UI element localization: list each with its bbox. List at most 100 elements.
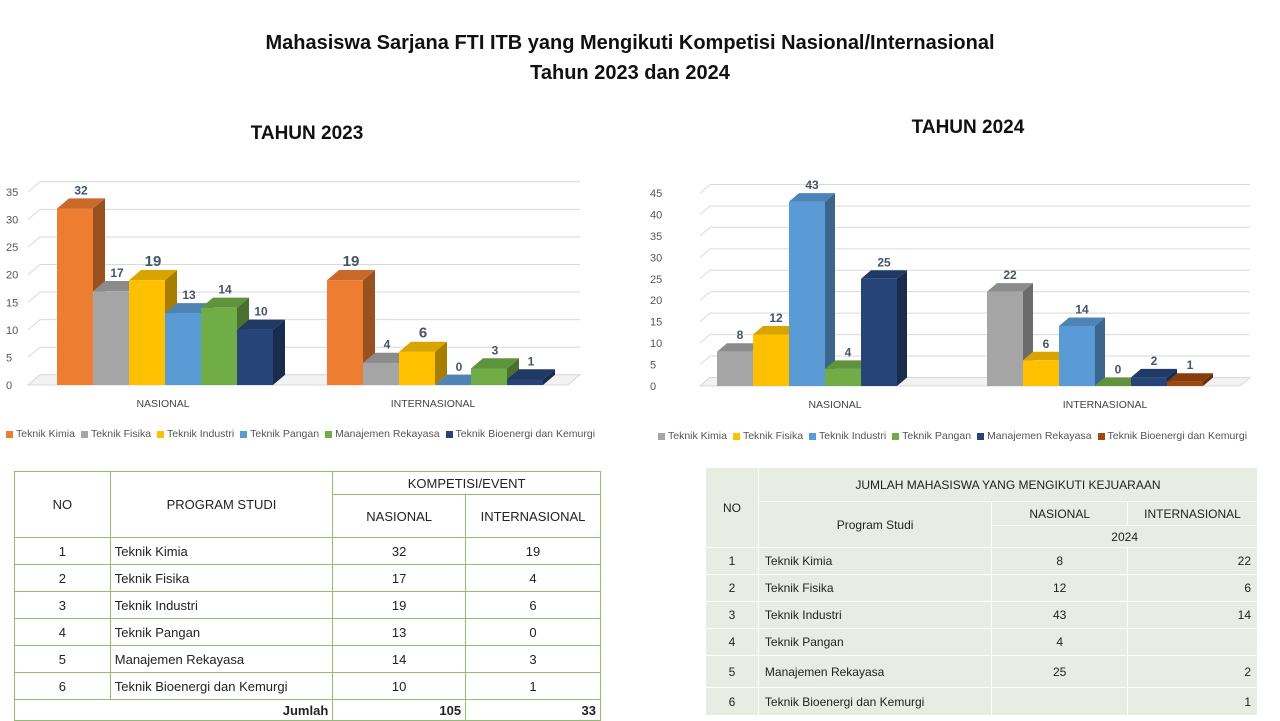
legend-label: Manajemen Rekayasa [987,430,1092,442]
col-header-prodi: PROGRAM STUDI [109,471,334,538]
y-tick-label: 15 [6,297,18,309]
cell-no: 2 [14,564,111,592]
col-header-internasional: INTERNASIONAL [465,494,601,538]
legend-label: Teknik Industri [819,430,887,442]
y-tick-label: 35 [6,187,18,199]
col-header-prodi: Program Studi [757,501,993,548]
gridline-wall [27,208,41,220]
x-category-label: INTERNASIONAL [391,398,476,410]
y-tick-label: 5 [650,360,656,372]
y-tick-label: 20 [6,270,18,282]
data-label: 13 [182,288,196,302]
col-header-group: KOMPETISI/EVENT [332,471,601,495]
legend-label: Teknik Bioenergi dan Kemurgi [1107,430,1248,442]
legend-swatch [445,430,453,438]
legend-swatch [732,432,740,440]
cell-prodi: Teknik Pangan [757,628,993,656]
cell-nasional: 12 [991,574,1129,602]
total-nasional: 105 [332,699,467,721]
legend-item-teknik-fisika: Teknik Fisika [732,430,804,442]
col-header-no: NO [705,467,759,548]
cell-prodi: Teknik Pangan [109,618,334,646]
y-tick-label: 35 [650,231,662,243]
gridline-wall [27,319,41,331]
legend-swatch [325,430,333,438]
col-header-nasional: NASIONAL [991,501,1129,526]
cell-no: 5 [705,655,759,688]
table-row: 2 Teknik Fisika 12 6 [705,574,1258,602]
table-2024: NO JUMLAH MAHASISWA YANG MENGIKUTI KEJUA… [705,467,1259,716]
table-row: 6 Teknik Bioenergi dan Kemurgi 10 1 [14,672,601,700]
cell-nasional: 32 [332,537,467,565]
x-category-label: NASIONAL [808,399,861,411]
gridline-wall [699,355,711,365]
y-tick-label: 20 [650,295,662,307]
data-label: 17 [110,266,124,280]
y-tick-label: 30 [6,215,18,227]
legend-swatch [809,432,817,440]
table-row: 6 Teknik Bioenergi dan Kemurgi 1 [705,687,1258,716]
total-internasional: 33 [465,699,601,721]
cell-internasional [1127,628,1258,656]
data-label: 14 [1075,302,1089,316]
data-label: 19 [145,253,162,270]
cell-prodi: Teknik Industri [109,591,334,619]
cell-internasional: 19 [465,537,601,565]
legend-2023: Teknik Kimia Teknik Fisika Teknik Industri… [6,428,601,440]
data-label: 6 [419,325,427,342]
cell-nasional: 19 [332,591,467,619]
cell-nasional: 25 [991,655,1129,688]
cell-internasional: 14 [1127,601,1258,629]
col-header-no: NO [14,471,111,538]
cell-prodi: Teknik Industri [757,601,993,629]
data-label: 4 [845,345,852,359]
y-tick-label: 10 [6,325,18,337]
table-row: 3 Teknik Industri 19 6 [14,591,601,619]
cell-no: 4 [14,618,111,646]
col-header-group: JUMLAH MAHASISWA YANG MENGIKUTI KEJUARAA… [757,467,1259,502]
cell-nasional: 13 [332,618,467,646]
bar-teknik-kimia-internasional [987,283,1033,386]
cell-no: 1 [705,547,759,575]
legend-label: Teknik Industri [167,428,235,440]
cell-no: 5 [14,645,111,673]
bar-teknik-industri-internasional [1059,317,1105,386]
data-label: 32 [74,183,88,197]
chart-title: TAHUN 2024 [912,117,1025,138]
y-tick-label: 45 [650,188,662,200]
legend-item-teknik-fisika: Teknik Fisika [80,428,151,440]
data-label: 3 [492,343,499,357]
cell-internasional: 1 [1127,687,1258,716]
cell-internasional: 22 [1127,547,1258,575]
gridline-wall [27,264,41,276]
cell-nasional: 17 [332,564,467,592]
y-tick-label: 10 [650,338,662,350]
cell-no: 3 [14,591,111,619]
legend-item-teknik-bioenergi-dan-kemurgi: Teknik Bioenergi dan Kemurgi [1097,430,1248,442]
bar-teknik-industri-nasional [789,193,835,386]
legend-item-manajemen-rekayasa: Manajemen Rekayasa [325,428,440,440]
legend-label: Teknik Kimia [668,430,727,442]
table-row: 3 Teknik Industri 43 14 [705,601,1258,629]
cell-nasional: 4 [991,628,1129,656]
legend-swatch [658,432,665,440]
col-header-nasional: NASIONAL [332,494,467,538]
cell-no: 4 [705,628,759,656]
data-label: 0 [1115,363,1122,377]
gridline-wall [699,334,711,344]
legend-label: Teknik Fisika [742,430,804,442]
gridline-wall [699,227,711,237]
data-label: 4 [384,338,391,352]
legend-swatch [1097,432,1105,440]
data-label: 22 [1003,268,1017,282]
y-tick-label: 30 [650,252,662,264]
legend-swatch [80,430,88,438]
bar-teknik-kimia-internasional [327,270,375,385]
data-label: 19 [343,253,360,270]
chart-title: TAHUN 2023 [251,123,364,144]
cell-internasional: 2 [1127,655,1258,688]
y-tick-label: 25 [650,274,662,286]
gridline-wall [699,184,711,194]
cell-prodi: Manajemen Rekayasa [757,655,993,688]
